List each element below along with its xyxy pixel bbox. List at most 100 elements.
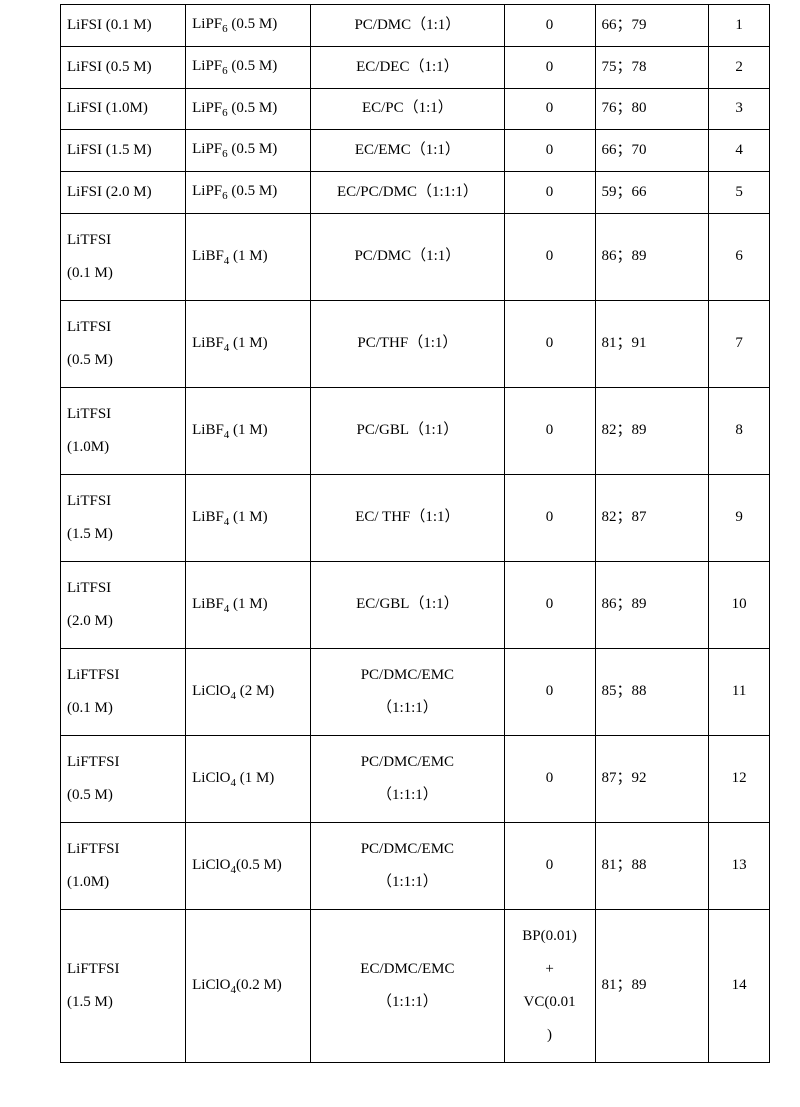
- cell-additive: BP(0.01)+VC(0.01): [504, 909, 595, 1062]
- cell-index: 10: [709, 561, 770, 648]
- cell-index: 3: [709, 88, 770, 130]
- cell-salt-a: LiTFSI(1.5 M): [61, 474, 186, 561]
- cell-salt-b: LiClO4 (2 M): [186, 648, 311, 735]
- table-row: LiFTFSI(1.5 M)LiClO4(0.2 M)EC/DMC/EMC（1:…: [61, 909, 770, 1062]
- cell-additive: 0: [504, 46, 595, 88]
- cell-salt-b: LiClO4(0.2 M): [186, 909, 311, 1062]
- table-row: LiFTFSI(1.0M)LiClO4(0.5 M)PC/DMC/EMC（1:1…: [61, 822, 770, 909]
- cell-additive: 0: [504, 648, 595, 735]
- cell-salt-a: LiFSI (1.0M): [61, 88, 186, 130]
- cell-result: 86；89: [595, 213, 709, 300]
- cell-index: 12: [709, 735, 770, 822]
- cell-additive: 0: [504, 735, 595, 822]
- cell-salt-b: LiClO4(0.5 M): [186, 822, 311, 909]
- cell-salt-b: LiBF4 (1 M): [186, 561, 311, 648]
- cell-additive: 0: [504, 172, 595, 214]
- cell-additive: 0: [504, 561, 595, 648]
- cell-result: 82；87: [595, 474, 709, 561]
- cell-additive: 0: [504, 474, 595, 561]
- cell-index: 13: [709, 822, 770, 909]
- cell-solvent: EC/ THF（1:1）: [311, 474, 504, 561]
- table-row: LiTFSI(1.0M)LiBF4 (1 M)PC/GBL（1:1）082；89…: [61, 387, 770, 474]
- cell-result: 87；92: [595, 735, 709, 822]
- cell-solvent: EC/PC/DMC（1:1:1）: [311, 172, 504, 214]
- cell-result: 66；79: [595, 5, 709, 47]
- cell-solvent: PC/DMC（1:1）: [311, 213, 504, 300]
- cell-index: 5: [709, 172, 770, 214]
- cell-index: 1: [709, 5, 770, 47]
- table-row: LiTFSI(2.0 M)LiBF4 (1 M)EC/GBL（1:1）086；8…: [61, 561, 770, 648]
- cell-index: 9: [709, 474, 770, 561]
- cell-result: 86；89: [595, 561, 709, 648]
- table-row: LiFSI (0.5 M)LiPF6 (0.5 M)EC/DEC（1:1）075…: [61, 46, 770, 88]
- cell-additive: 0: [504, 300, 595, 387]
- table-row: LiTFSI(1.5 M)LiBF4 (1 M)EC/ THF（1:1）082；…: [61, 474, 770, 561]
- cell-index: 7: [709, 300, 770, 387]
- cell-index: 4: [709, 130, 770, 172]
- page-wrap: LiFSI (0.1 M)LiPF6 (0.5 M)PC/DMC（1:1）066…: [0, 0, 800, 1073]
- cell-salt-b: LiBF4 (1 M): [186, 387, 311, 474]
- cell-additive: 0: [504, 822, 595, 909]
- table-row: LiTFSI (0.5 M)LiBF4 (1 M)PC/THF（1:1）081；…: [61, 300, 770, 387]
- cell-salt-b: LiClO4 (1 M): [186, 735, 311, 822]
- cell-salt-a: LiFSI (1.5 M): [61, 130, 186, 172]
- cell-solvent: EC/EMC（1:1）: [311, 130, 504, 172]
- cell-solvent: EC/DMC/EMC（1:1:1）: [311, 909, 504, 1062]
- cell-salt-a: LiFTFSI(1.0M): [61, 822, 186, 909]
- electrolyte-table: LiFSI (0.1 M)LiPF6 (0.5 M)PC/DMC（1:1）066…: [60, 4, 770, 1063]
- cell-result: 85；88: [595, 648, 709, 735]
- cell-salt-a: LiFTFSI(0.1 M): [61, 648, 186, 735]
- cell-result: 76；80: [595, 88, 709, 130]
- cell-index: 2: [709, 46, 770, 88]
- cell-solvent: PC/GBL（1:1）: [311, 387, 504, 474]
- cell-solvent: PC/DMC/EMC（1:1:1）: [311, 822, 504, 909]
- cell-result: 82；89: [595, 387, 709, 474]
- table-row: LiFTFSI(0.5 M)LiClO4 (1 M)PC/DMC/EMC（1:1…: [61, 735, 770, 822]
- cell-index: 14: [709, 909, 770, 1062]
- table-row: LiFSI (1.0M)LiPF6 (0.5 M)EC/PC（1:1）076；8…: [61, 88, 770, 130]
- cell-solvent: EC/GBL（1:1）: [311, 561, 504, 648]
- cell-salt-a: LiTFSI(2.0 M): [61, 561, 186, 648]
- cell-salt-b: LiBF4 (1 M): [186, 300, 311, 387]
- cell-salt-b: LiBF4 (1 M): [186, 474, 311, 561]
- cell-solvent: PC/DMC/EMC（1:1:1）: [311, 648, 504, 735]
- cell-additive: 0: [504, 5, 595, 47]
- cell-additive: 0: [504, 387, 595, 474]
- cell-result: 81；88: [595, 822, 709, 909]
- cell-solvent: PC/DMC（1:1）: [311, 5, 504, 47]
- cell-solvent: PC/THF（1:1）: [311, 300, 504, 387]
- cell-salt-a: LiFTFSI(1.5 M): [61, 909, 186, 1062]
- cell-solvent: EC/DEC（1:1）: [311, 46, 504, 88]
- table-row: LiTFSI(0.1 M)LiBF4 (1 M)PC/DMC（1:1）086；8…: [61, 213, 770, 300]
- cell-additive: 0: [504, 88, 595, 130]
- cell-additive: 0: [504, 130, 595, 172]
- cell-index: 11: [709, 648, 770, 735]
- table-row: LiFSI (2.0 M)LiPF6 (0.5 M)EC/PC/DMC（1:1:…: [61, 172, 770, 214]
- cell-salt-a: LiTFSI(1.0M): [61, 387, 186, 474]
- cell-salt-a: LiTFSI (0.5 M): [61, 300, 186, 387]
- cell-salt-a: LiTFSI(0.1 M): [61, 213, 186, 300]
- cell-salt-b: LiPF6 (0.5 M): [186, 46, 311, 88]
- cell-result: 81；91: [595, 300, 709, 387]
- table-row: LiFSI (1.5 M)LiPF6 (0.5 M)EC/EMC（1:1）066…: [61, 130, 770, 172]
- table-row: LiFTFSI(0.1 M)LiClO4 (2 M)PC/DMC/EMC（1:1…: [61, 648, 770, 735]
- cell-index: 8: [709, 387, 770, 474]
- cell-result: 59；66: [595, 172, 709, 214]
- cell-salt-b: LiBF4 (1 M): [186, 213, 311, 300]
- cell-solvent: EC/PC（1:1）: [311, 88, 504, 130]
- cell-index: 6: [709, 213, 770, 300]
- table-row: LiFSI (0.1 M)LiPF6 (0.5 M)PC/DMC（1:1）066…: [61, 5, 770, 47]
- cell-salt-b: LiPF6 (0.5 M): [186, 172, 311, 214]
- cell-salt-a: LiFTFSI(0.5 M): [61, 735, 186, 822]
- cell-additive: 0: [504, 213, 595, 300]
- cell-salt-a: LiFSI (0.1 M): [61, 5, 186, 47]
- cell-salt-b: LiPF6 (0.5 M): [186, 88, 311, 130]
- cell-result: 75；78: [595, 46, 709, 88]
- cell-solvent: PC/DMC/EMC（1:1:1）: [311, 735, 504, 822]
- cell-salt-a: LiFSI (2.0 M): [61, 172, 186, 214]
- cell-salt-b: LiPF6 (0.5 M): [186, 5, 311, 47]
- cell-salt-b: LiPF6 (0.5 M): [186, 130, 311, 172]
- cell-result: 66；70: [595, 130, 709, 172]
- cell-salt-a: LiFSI (0.5 M): [61, 46, 186, 88]
- cell-result: 81；89: [595, 909, 709, 1062]
